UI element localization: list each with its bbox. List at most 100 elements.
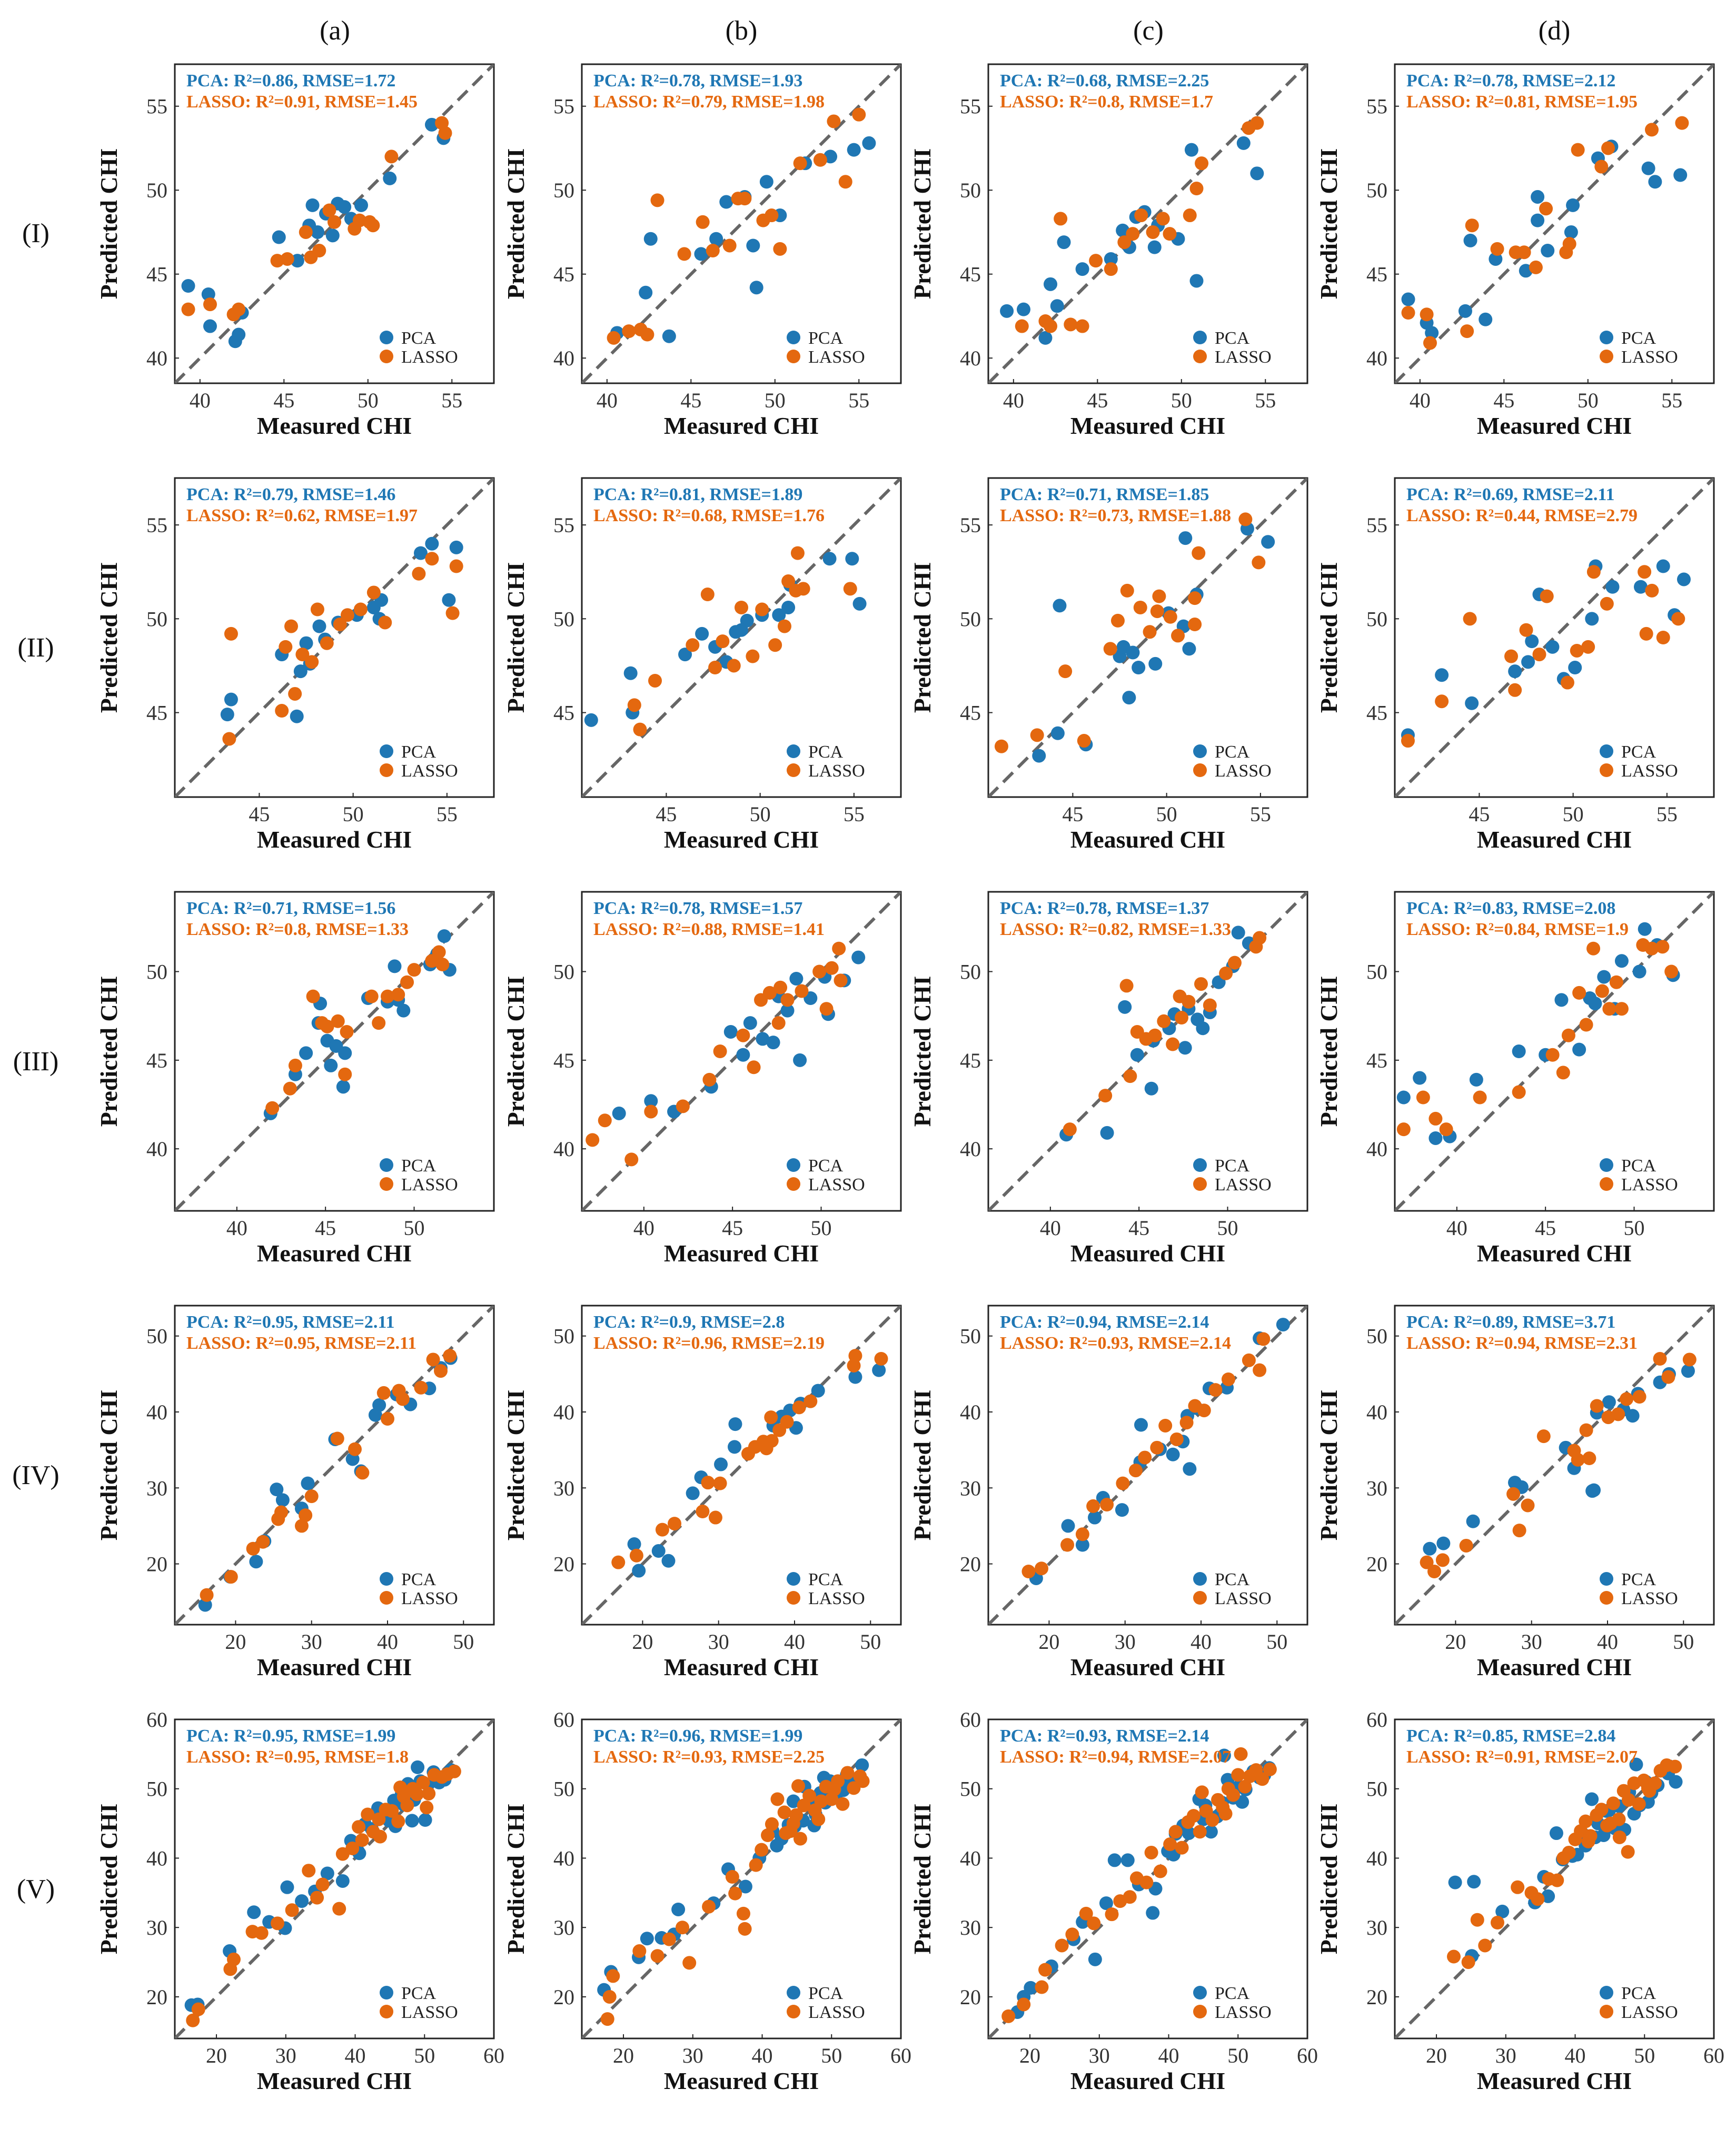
lasso-point — [1060, 1538, 1075, 1552]
pca-metrics: PCA: R²=0.68, RMSE=2.25 — [1000, 71, 1209, 91]
y-tick-label: 50 — [1366, 960, 1387, 984]
identity-line — [1395, 1306, 1714, 1625]
lasso-point — [274, 1505, 288, 1519]
pca-point — [1024, 1981, 1038, 1995]
lasso-metrics: LASSO: R²=0.82, RMSE=1.33 — [1000, 920, 1231, 939]
legend-lasso-marker — [1600, 350, 1613, 363]
lasso-point — [340, 608, 354, 622]
lasso-point — [1423, 336, 1437, 350]
pca-point — [1144, 1081, 1158, 1096]
y-tick-label: 50 — [553, 1777, 574, 1801]
pca-point — [1564, 225, 1578, 239]
pca-point — [1178, 531, 1193, 545]
pca-point — [1648, 175, 1662, 189]
lasso-point — [738, 1922, 752, 1936]
lasso-point — [773, 980, 788, 994]
lasso-point — [1174, 1011, 1188, 1025]
lasso-point — [1103, 642, 1117, 656]
x-tick-label: 20 — [613, 2044, 634, 2067]
legend-lasso-marker — [1193, 350, 1207, 363]
x-tick-label: 20 — [206, 2044, 227, 2067]
y-tick-label: 40 — [553, 1846, 574, 1870]
lasso-point — [420, 1800, 434, 1815]
pca-point — [661, 1554, 676, 1568]
lasso-point — [1416, 1090, 1430, 1105]
legend-pca-marker — [380, 1158, 393, 1172]
x-tick-label: 50 — [821, 2044, 842, 2067]
lasso-point — [1463, 612, 1477, 626]
pca-point — [272, 230, 286, 244]
lasso-point — [186, 2013, 200, 2027]
lasso-point — [1638, 565, 1652, 579]
lasso-point — [696, 1505, 710, 1519]
lasso-point — [414, 1380, 428, 1395]
lasso-point — [771, 1016, 786, 1030]
lasso-point — [1490, 242, 1504, 256]
row-label-4: (IV) — [12, 1460, 59, 1490]
panel-r2-c3: 45 50 55 45 50 55 Measured CHI Predicted CHI PCA… — [909, 477, 1308, 853]
data-points — [1420, 1352, 1697, 1578]
lasso-point — [1609, 975, 1623, 989]
panel-r4-c3: 20 30 40 50 20 30 40 50 Measured CHI Predicted CH… — [909, 1305, 1308, 1680]
x-axis-title: Measured CHI — [1070, 1240, 1225, 1267]
x-tick-label: 45 — [273, 389, 294, 412]
y-tick-label: 30 — [146, 1916, 167, 1939]
pca-point — [1566, 198, 1580, 212]
pca-point — [1423, 1541, 1437, 1556]
pca-point — [738, 1879, 752, 1894]
lasso-point — [1655, 940, 1670, 954]
y-tick-label: 30 — [1366, 1916, 1387, 1939]
pca-point — [743, 1016, 757, 1030]
lasso-point — [1188, 618, 1202, 632]
x-tick-label: 40 — [1191, 1630, 1212, 1654]
legend-lasso-marker — [1193, 1177, 1207, 1191]
x-tick-label: 55 — [441, 389, 462, 412]
x-tick-label: 60 — [890, 2044, 911, 2067]
lasso-point — [226, 1952, 241, 1966]
y-tick-label: 55 — [146, 95, 167, 118]
pca-metrics: PCA: R²=0.95, RMSE=1.99 — [186, 1726, 395, 1746]
panel-r1-c4: 40 45 50 55 40 45 50 55 Measured CHI Predicted CH… — [1315, 63, 1715, 439]
y-tick-label: 45 — [960, 1049, 981, 1072]
lasso-point — [780, 1415, 794, 1429]
x-tick-label: 50 — [765, 389, 786, 412]
pca-point — [295, 1894, 309, 1908]
x-tick-label: 50 — [1634, 2044, 1655, 2067]
lasso-point — [1250, 116, 1264, 130]
lasso-point — [1227, 956, 1242, 970]
pca-point — [1075, 1538, 1089, 1552]
lasso-point — [1478, 1938, 1492, 1953]
x-axis-title: Measured CHI — [1070, 412, 1225, 439]
x-axis-title: Measured CHI — [257, 826, 412, 853]
pca-point — [1276, 1318, 1290, 1332]
lasso-point — [994, 739, 1008, 753]
pca-point — [1467, 1875, 1481, 1889]
x-tick-label: 30 — [301, 1630, 322, 1654]
pca-point — [405, 1814, 419, 1828]
legend-pca-label: PCA — [1621, 1570, 1656, 1589]
y-axis-title: Predicted CHI — [95, 148, 122, 300]
lasso-point — [355, 1466, 370, 1480]
lasso-point — [834, 973, 848, 988]
y-tick-label: 30 — [1366, 1476, 1387, 1500]
lasso-point — [312, 244, 326, 258]
lasso-point — [777, 1805, 791, 1819]
pca-point — [1572, 1042, 1586, 1057]
y-tick-label: 40 — [146, 1400, 167, 1424]
lasso-point — [1645, 583, 1659, 598]
lasso-point — [1098, 1089, 1113, 1103]
y-tick-label: 50 — [146, 607, 167, 631]
x-tick-label: 45 — [1087, 389, 1108, 412]
pca-point — [766, 1036, 780, 1050]
lasso-point — [224, 626, 238, 641]
legend-lasso-label: LASSO — [808, 1175, 865, 1195]
lasso-point — [708, 661, 722, 675]
row-labels: (I) (II) (III) (IV) (V) — [12, 218, 59, 1904]
lasso-point — [770, 1792, 785, 1806]
lasso-point — [1590, 1399, 1604, 1413]
x-tick-label: 50 — [1227, 2044, 1248, 2067]
lasso-point — [353, 602, 368, 616]
lasso-point — [1668, 1759, 1682, 1774]
